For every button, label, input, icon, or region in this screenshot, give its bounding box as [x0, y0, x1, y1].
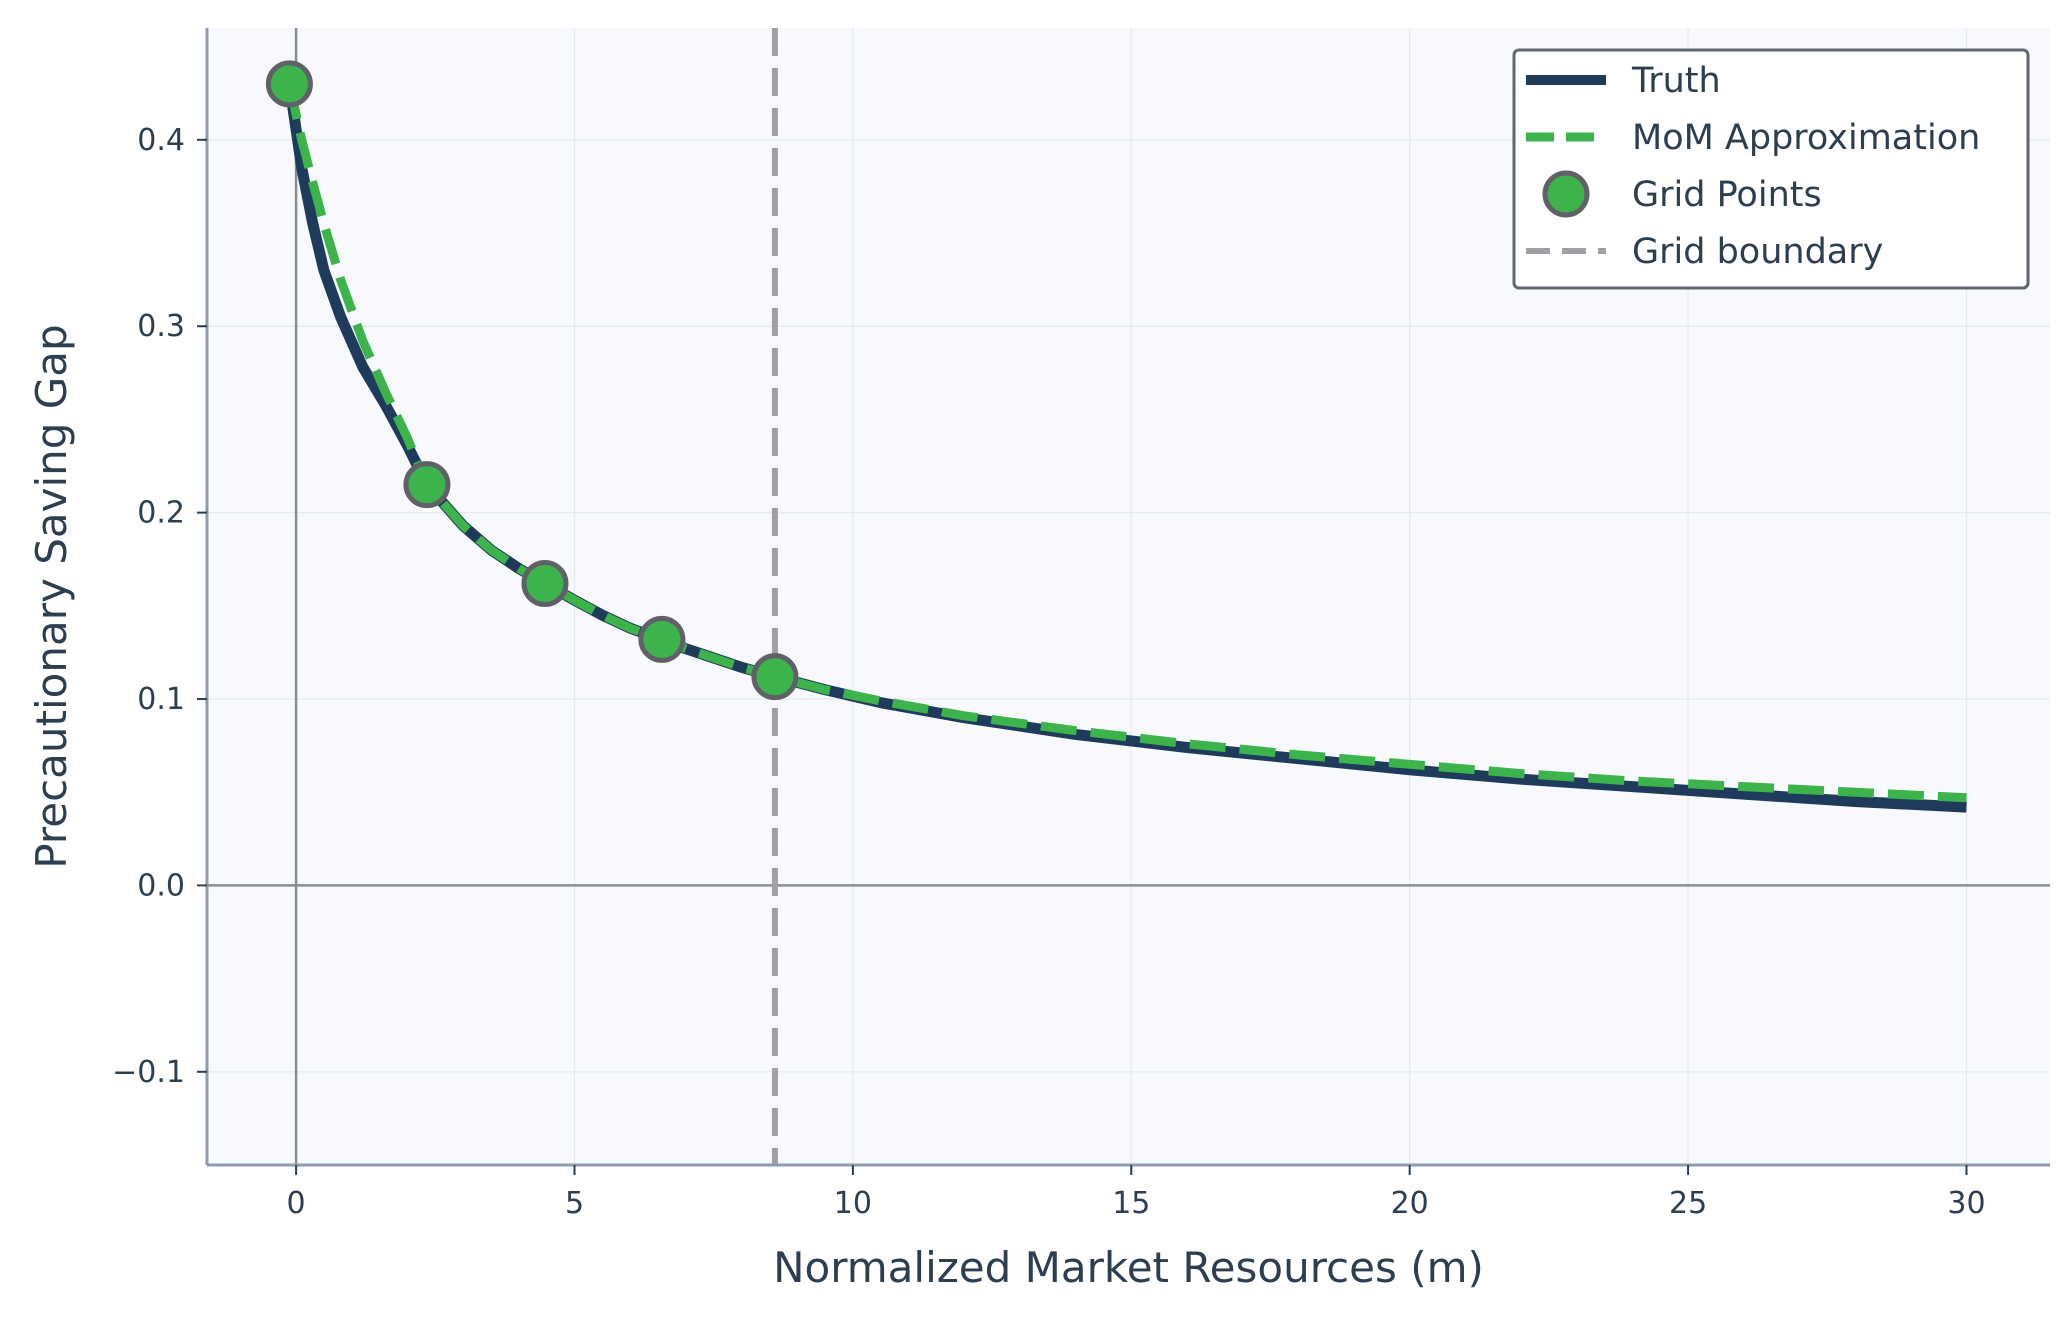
x-tick-label: 25 [1669, 1186, 1707, 1221]
legend-entry-label: Grid boundary [1632, 232, 1883, 272]
legend-grid-points-swatch [1542, 170, 1590, 218]
legend-entry-label: Grid Points [1632, 175, 1822, 215]
ticks: 0 5 10 15 20 25 30 −0.1 0.0 0.1 0.2 0.3 0.4 [112, 123, 1985, 1221]
grid-point [751, 653, 799, 701]
x-tick-label: 15 [1112, 1186, 1150, 1221]
y-tick-label: 0.0 [137, 868, 185, 903]
grid-point [638, 615, 686, 663]
y-tick-label: 0.4 [137, 123, 185, 158]
y-tick-label: −0.1 [112, 1055, 185, 1090]
x-tick-label: 20 [1391, 1186, 1429, 1221]
legend-entry-label: Truth [1631, 61, 1721, 101]
x-tick-label: 0 [287, 1186, 306, 1221]
reference-lines [207, 28, 2050, 1165]
grid-point [403, 461, 451, 509]
y-tick-label: 0.1 [137, 682, 185, 717]
y-axis-label: Precautionary Saving Gap [27, 324, 76, 868]
x-tick-label: 5 [565, 1186, 584, 1221]
legend-box [1512, 48, 2030, 290]
legend: Truth MoM Approximation Grid Points Grid bo… [1512, 48, 2030, 290]
x-tick-label: 10 [834, 1186, 872, 1221]
y-tick-label: 0.3 [137, 309, 185, 344]
axes [205, 28, 2050, 1167]
series [265, 28, 1967, 1165]
legend-entry-label: MoM Approximation [1632, 118, 1980, 158]
grid-point [265, 60, 313, 108]
x-axis-label: Normalized Market Resources (m) [773, 1243, 1484, 1292]
x-tick-label: 30 [1947, 1186, 1985, 1221]
grid-point [521, 559, 569, 607]
y-tick-label: 0.2 [137, 496, 185, 531]
